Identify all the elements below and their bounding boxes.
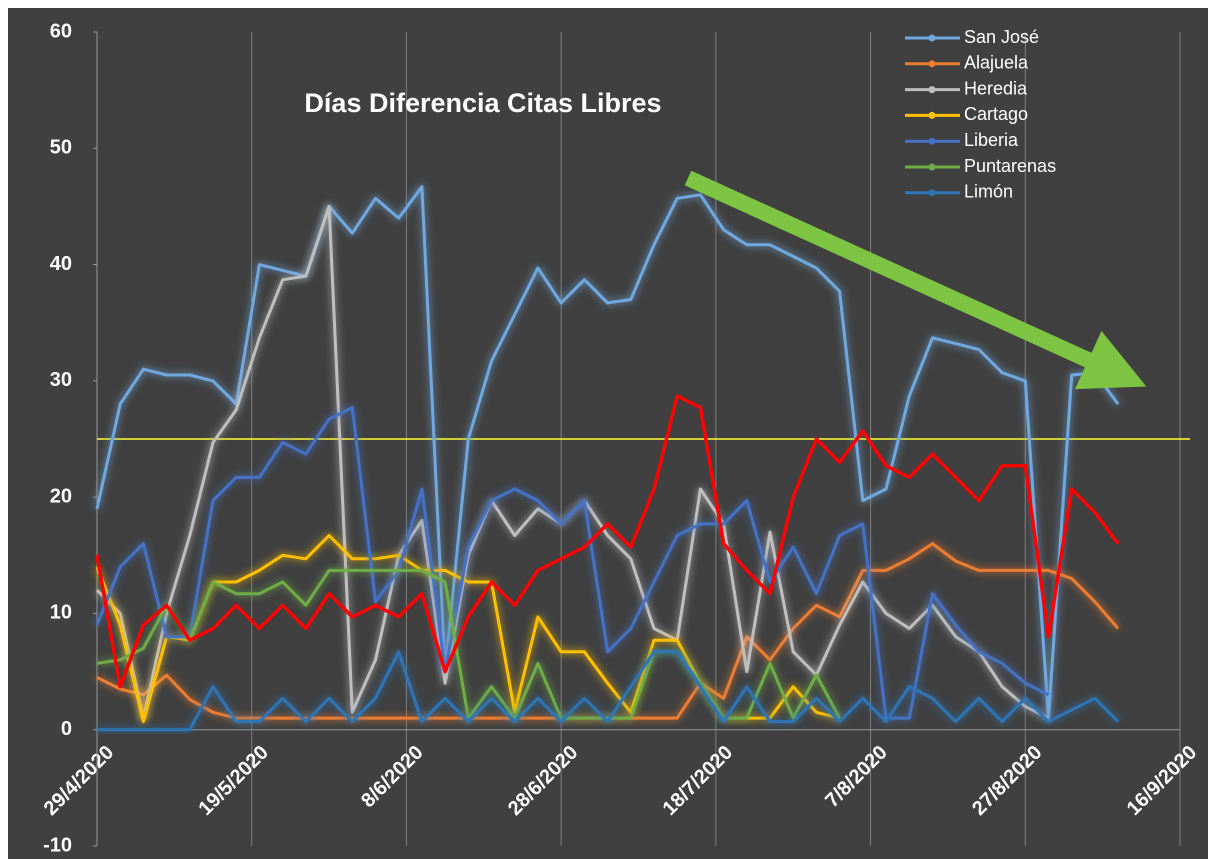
trend-arrow [684, 170, 1147, 390]
legend-marker [928, 137, 936, 145]
series-line [96, 568, 841, 720]
legend-label: Liberia [964, 130, 1019, 150]
series-line [95, 394, 1120, 689]
y-tick-label: -10 [43, 834, 72, 856]
legend-marker [928, 34, 936, 42]
legend-marker [928, 86, 936, 94]
y-tick-label: 10 [50, 602, 72, 624]
legend-label: Limón [964, 182, 1013, 202]
legend-marker [928, 60, 936, 68]
legend-marker [928, 111, 936, 119]
y-tick-label: 20 [50, 485, 72, 507]
legend-label: Alajuela [964, 53, 1029, 73]
y-tick-label: 30 [50, 369, 72, 391]
legend-label: Cartago [964, 104, 1028, 124]
legend-marker [928, 163, 936, 171]
series-line [95, 185, 1120, 720]
legend-label: Heredia [964, 78, 1028, 98]
y-tick-label: 50 [50, 137, 72, 159]
legend-marker [928, 189, 936, 197]
y-tick-label: 0 [61, 718, 72, 740]
y-tick-label: 40 [50, 253, 72, 275]
legend-label: Puntarenas [964, 156, 1056, 176]
series-line [97, 650, 1120, 732]
legend-label: San José [964, 27, 1039, 47]
y-tick-label: 60 [50, 20, 72, 42]
chart-title: Días Diferencia Citas Libres [304, 88, 661, 118]
